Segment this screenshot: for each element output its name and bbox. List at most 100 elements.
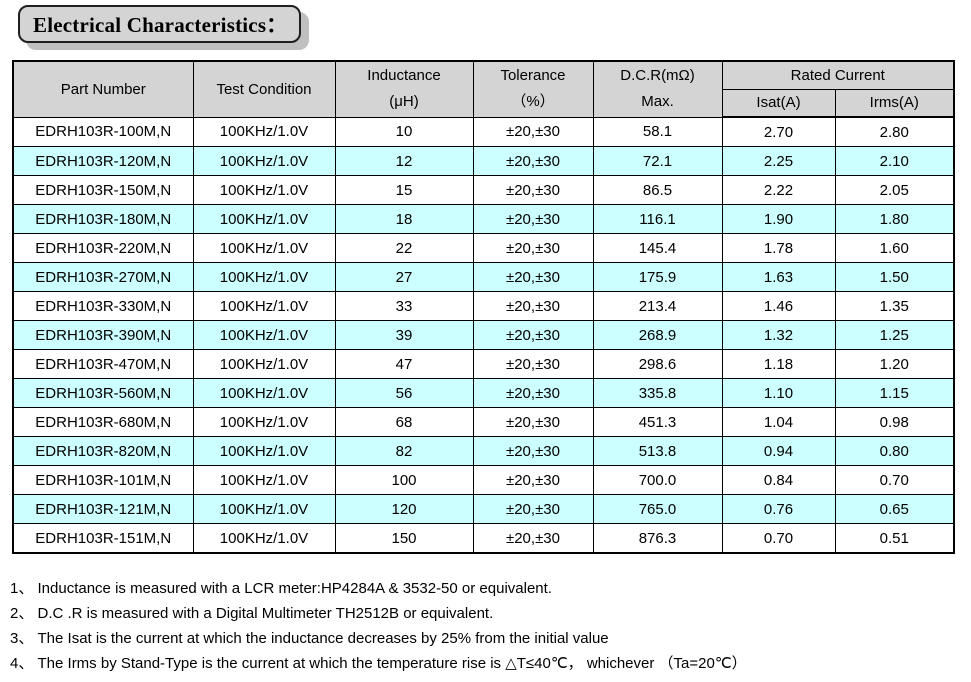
table-row: EDRH103R-120M,N 100KHz/1.0V 12 ±20,±30 72.1 2…	[12, 146, 955, 176]
table-cell: EDRH103R-560M,N	[12, 378, 194, 408]
table-row: EDRH103R-330M,N 100KHz/1.0V 33 ±20,±30 213.4…	[12, 291, 955, 321]
table-cell: ±20,±30	[472, 320, 594, 350]
table-cell: 876.3	[592, 523, 723, 554]
table-cell: 2.70	[721, 116, 836, 147]
table-cell: 100KHz/1.0V	[192, 175, 336, 205]
table-cell: 100KHz/1.0V	[192, 146, 336, 176]
table-row: EDRH103R-560M,N 100KHz/1.0V 56 ±20,±30 335.8…	[12, 378, 955, 408]
table-cell: EDRH103R-150M,N	[12, 175, 194, 205]
table-row: EDRH103R-680M,N 100KHz/1.0V 68 ±20,±30 451.3…	[12, 407, 955, 437]
table-cell: 100KHz/1.0V	[192, 233, 336, 263]
table-cell: 2.80	[834, 116, 955, 147]
table-cell: 86.5	[592, 175, 723, 205]
table-cell: 100KHz/1.0V	[192, 494, 336, 524]
table-cell: 175.9	[592, 262, 723, 292]
col-header-tolerance: Tolerance （%）	[472, 60, 594, 118]
table-cell: 150	[334, 523, 474, 554]
electrical-characteristics-table: Part Number Test Condition Inductance (μ…	[12, 60, 955, 554]
table-cell: 1.50	[834, 262, 955, 292]
table-row: EDRH103R-390M,N 100KHz/1.0V 39 ±20,±30 268.9…	[12, 320, 955, 350]
table-cell: ±20,±30	[472, 204, 594, 234]
table-cell: 0.51	[834, 523, 955, 554]
table-cell: 1.90	[721, 204, 836, 234]
table-cell: 100	[334, 465, 474, 495]
table-cell: EDRH103R-390M,N	[12, 320, 194, 350]
table-header: Part Number Test Condition Inductance (μ…	[12, 60, 955, 118]
table-cell: 2.22	[721, 175, 836, 205]
table-cell: 0.80	[834, 436, 955, 466]
notes-section: 1、 Inductance is measured with a LCR met…	[10, 576, 965, 676]
table-cell: 39	[334, 320, 474, 350]
table-cell: 12	[334, 146, 474, 176]
table-cell: 145.4	[592, 233, 723, 263]
table-row: EDRH103R-270M,N 100KHz/1.0V 27 ±20,±30 175.9…	[12, 262, 955, 292]
table-cell: 2.05	[834, 175, 955, 205]
table-cell: 335.8	[592, 378, 723, 408]
table-cell: 0.76	[721, 494, 836, 524]
table-cell: 116.1	[592, 204, 723, 234]
table-cell: 0.94	[721, 436, 836, 466]
table-cell: 100KHz/1.0V	[192, 378, 336, 408]
table-cell: 0.70	[721, 523, 836, 554]
table-cell: 100KHz/1.0V	[192, 407, 336, 437]
table-cell: ±20,±30	[472, 291, 594, 321]
table-cell: 1.46	[721, 291, 836, 321]
table-cell: 68	[334, 407, 474, 437]
table-cell: 1.04	[721, 407, 836, 437]
table-cell: 120	[334, 494, 474, 524]
table-cell: 0.70	[834, 465, 955, 495]
table-cell: 1.10	[721, 378, 836, 408]
table-cell: 100KHz/1.0V	[192, 262, 336, 292]
table-cell: 1.32	[721, 320, 836, 350]
table-cell: EDRH103R-100M,N	[12, 116, 194, 147]
table-cell: 100KHz/1.0V	[192, 436, 336, 466]
col-header-rated-current: Rated Current	[721, 60, 955, 90]
table-cell: 765.0	[592, 494, 723, 524]
table-cell: EDRH103R-180M,N	[12, 204, 194, 234]
table-cell: 72.1	[592, 146, 723, 176]
table-cell: 1.15	[834, 378, 955, 408]
table-row: EDRH103R-470M,N 100KHz/1.0V 47 ±20,±30 298.6…	[12, 349, 955, 379]
col-header-test-condition: Test Condition	[192, 60, 336, 118]
table-cell: 268.9	[592, 320, 723, 350]
table-cell: 213.4	[592, 291, 723, 321]
table-cell: 298.6	[592, 349, 723, 379]
table-cell: EDRH103R-220M,N	[12, 233, 194, 263]
table-cell: 18	[334, 204, 474, 234]
table-cell: 1.63	[721, 262, 836, 292]
table-row: EDRH103R-220M,N 100KHz/1.0V 22 ±20,±30 145.4…	[12, 233, 955, 263]
table-cell: 100KHz/1.0V	[192, 116, 336, 147]
table-cell: EDRH103R-820M,N	[12, 436, 194, 466]
col-header-irms: Irms(A)	[834, 88, 955, 118]
col-header-inductance: Inductance (μH)	[334, 60, 474, 118]
table-cell: 513.8	[592, 436, 723, 466]
table-cell: EDRH103R-680M,N	[12, 407, 194, 437]
table-cell: 1.18	[721, 349, 836, 379]
section-title: Electrical Characteristics：	[33, 13, 288, 37]
table-cell: ±20,±30	[472, 349, 594, 379]
table-cell: 33	[334, 291, 474, 321]
table-cell: EDRH103R-101M,N	[12, 465, 194, 495]
table-cell: 0.65	[834, 494, 955, 524]
table-cell: 100KHz/1.0V	[192, 204, 336, 234]
note-line: 4、 The Irms by Stand-Type is the current…	[10, 655, 747, 672]
note-line: 3、 The Isat is the current at which the …	[10, 630, 609, 647]
table-cell: ±20,±30	[472, 175, 594, 205]
table-cell: 56	[334, 378, 474, 408]
table-cell: EDRH103R-121M,N	[12, 494, 194, 524]
section-title-box: Electrical Characteristics：	[18, 5, 301, 43]
table-cell: ±20,±30	[472, 262, 594, 292]
table-cell: 27	[334, 262, 474, 292]
col-header-dcr: D.C.R(mΩ) Max.	[592, 60, 723, 118]
table-row: EDRH103R-151M,N 100KHz/1.0V 150 ±20,±30 876.…	[12, 523, 955, 554]
table-cell: 22	[334, 233, 474, 263]
note-line: 2、 D.C .R is measured with a Digital Mul…	[10, 605, 494, 622]
table-cell: 1.20	[834, 349, 955, 379]
table-row: EDRH103R-820M,N 100KHz/1.0V 82 ±20,±30 513.8…	[12, 436, 955, 466]
table-cell: 15	[334, 175, 474, 205]
table-cell: 100KHz/1.0V	[192, 349, 336, 379]
table-cell: ±20,±30	[472, 378, 594, 408]
table-cell: ±20,±30	[472, 146, 594, 176]
table-cell: 100KHz/1.0V	[192, 465, 336, 495]
table-cell: 700.0	[592, 465, 723, 495]
